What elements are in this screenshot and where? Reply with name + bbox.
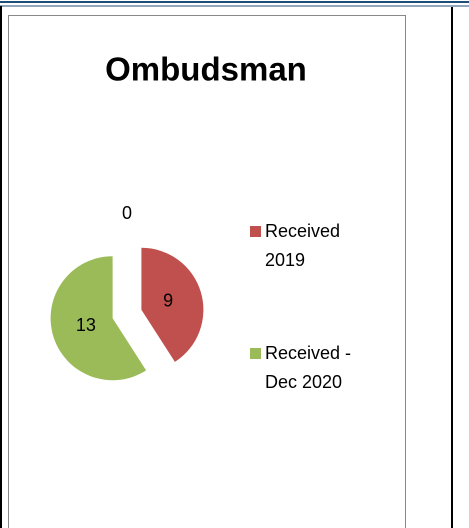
- data-label: 9: [163, 291, 173, 311]
- pie-slice: [141, 247, 204, 362]
- legend-swatch: [250, 348, 261, 359]
- data-label: 13: [76, 315, 96, 335]
- legend-swatch: [250, 226, 261, 237]
- data-label: 0: [122, 203, 132, 223]
- chart-title: Ombudsman: [105, 51, 307, 88]
- legend-label: Received 2019: [265, 221, 341, 270]
- pie-slice: [50, 256, 147, 381]
- legend-label: Received - Dec 2020: [265, 343, 352, 392]
